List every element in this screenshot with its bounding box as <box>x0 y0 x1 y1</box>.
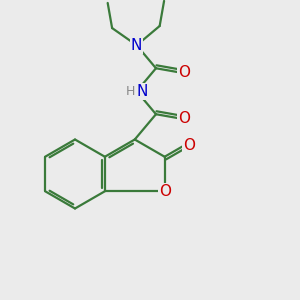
Text: O: O <box>178 65 190 80</box>
Text: N: N <box>136 84 148 99</box>
Text: N: N <box>131 38 142 53</box>
Text: H: H <box>125 85 135 98</box>
Text: O: O <box>178 111 190 126</box>
Text: O: O <box>183 138 195 153</box>
Text: O: O <box>159 184 171 199</box>
